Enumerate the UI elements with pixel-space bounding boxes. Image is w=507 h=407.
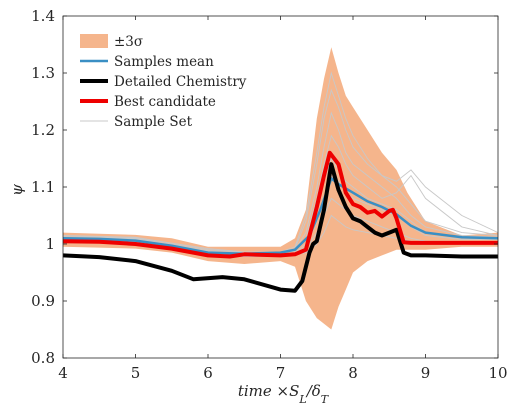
legend-swatch-band: [80, 34, 108, 48]
x-tick-label: 5: [131, 364, 141, 382]
y-tick-label: 1: [45, 235, 55, 253]
y-tick-label: 0.9: [31, 292, 55, 310]
y-tick-label: 1.2: [31, 121, 55, 139]
y-tick-label: 0.8: [31, 349, 55, 367]
legend-label-sample-set: Sample Set: [114, 114, 193, 130]
sample-set-line-6: [63, 71, 498, 253]
axes: 4 5 6 7 8 9 10 0.8 0.9 1 1.1 1.2 1.3 1.4: [31, 7, 507, 382]
legend-label-detailed-chemistry: Detailed Chemistry: [114, 74, 247, 90]
legend-label-band: ±3σ: [114, 34, 143, 50]
plot-area: [63, 47, 498, 330]
y-tick-label: 1.1: [31, 178, 55, 196]
x-tick-label: 10: [488, 364, 507, 382]
x-tick-label: 7: [276, 364, 286, 382]
x-tick-label: 4: [58, 364, 68, 382]
x-axis-title: time ×SL/δT: [238, 382, 330, 403]
series-best-candidate: [63, 150, 498, 259]
x-tick-label: 8: [348, 364, 358, 382]
legend-label-samples-mean: Samples mean: [114, 54, 214, 70]
y-tick-label: 1.3: [31, 64, 55, 82]
x-tick-label: 9: [421, 364, 431, 382]
legend-label-best-candidate: Best candidate: [114, 94, 216, 110]
y-axis-title: ψ: [8, 184, 26, 196]
y-tick-label: 1.4: [31, 7, 55, 25]
x-tick-label: 6: [203, 364, 213, 382]
series-detailed-chemistry: [63, 162, 498, 293]
legend: ±3σ Samples mean Detailed Chemistry Best…: [80, 34, 247, 130]
